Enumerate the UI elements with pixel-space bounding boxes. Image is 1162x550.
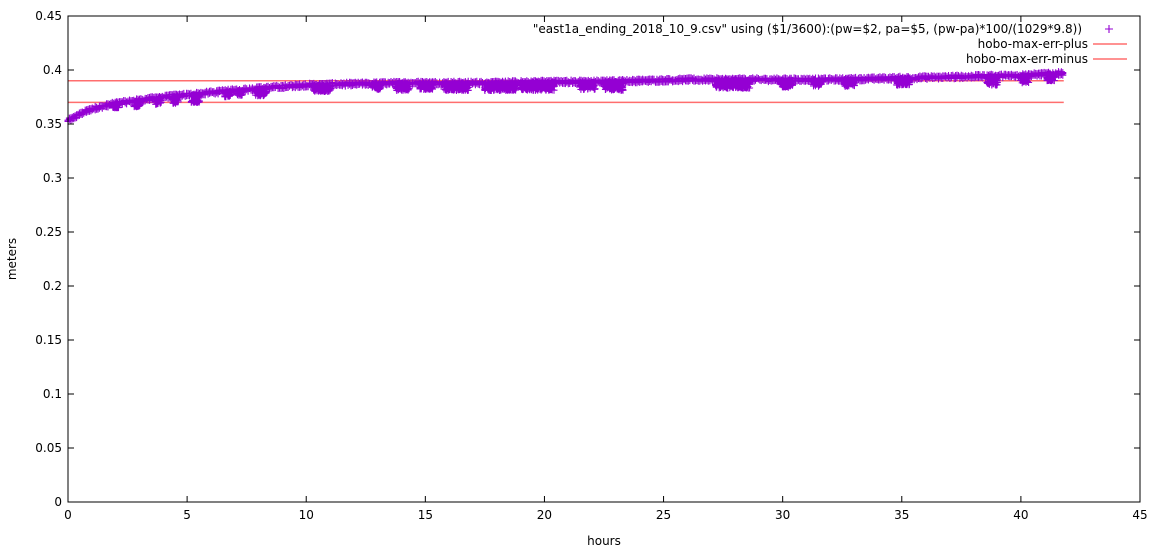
data-points <box>64 68 1067 125</box>
data-points-dip-7 <box>252 84 270 100</box>
y-axis-label: meters <box>5 238 19 280</box>
x-tick-label: 45 <box>1132 508 1147 522</box>
y-tick-label: 0.35 <box>35 117 62 131</box>
x-tick-label: 5 <box>183 508 191 522</box>
y-tick-label: 0.1 <box>43 387 62 401</box>
data-points-dip-16 <box>600 77 627 94</box>
data-points-dip-2 <box>152 93 165 108</box>
x-tick-label: 25 <box>656 508 671 522</box>
data-points-dip-6 <box>233 86 246 99</box>
data-points-dip-5 <box>221 87 235 101</box>
data-points-dip-12 <box>440 79 473 94</box>
x-tick-label: 0 <box>64 508 72 522</box>
x-tick-label: 20 <box>537 508 552 522</box>
x-tick-label: 15 <box>418 508 433 522</box>
series-layer <box>64 68 1067 125</box>
data-points-dip-17 <box>712 76 754 92</box>
x-tick-label: 10 <box>299 508 314 522</box>
data-points-dip-24 <box>1043 70 1058 85</box>
legend-label-err-plus: hobo-max-err-plus <box>978 37 1088 51</box>
y-tick-label: 0.25 <box>35 225 62 239</box>
data-points-dip-22 <box>983 72 1002 89</box>
data-points-dip-18 <box>776 76 797 91</box>
y-tick-label: 0.45 <box>35 9 62 23</box>
data-points-dip-19 <box>810 76 825 90</box>
y-tick-label: 0.2 <box>43 279 62 293</box>
data-points-dip-0 <box>109 99 122 112</box>
axis-ticks: 0 5 10 15 20 25 30 35 40 45 0 0.05 0.1 0.15 0.2 0.25 0.3… <box>35 9 1147 522</box>
data-points-trend <box>64 68 1067 125</box>
data-points-dip-15 <box>576 78 599 93</box>
legend-label-data-series: "east1a_ending_2018_10_9.csv" using ($1/… <box>533 22 1082 36</box>
y-tick-label: 0 <box>54 495 62 509</box>
data-points-dip-10 <box>392 79 413 94</box>
data-points-dip-3 <box>168 92 182 107</box>
data-points-dip-11 <box>416 79 437 93</box>
plot-frame <box>67 15 1141 503</box>
x-tick-label: 35 <box>894 508 909 522</box>
x-tick-label: 40 <box>1013 508 1028 522</box>
data-points-dip-21 <box>892 74 913 89</box>
data-points-dip-1 <box>130 97 144 111</box>
y-tick-label: 0.05 <box>35 441 62 455</box>
data-points-dip-20 <box>840 75 859 90</box>
legend-marker-data-series <box>1105 25 1113 33</box>
data-points-dip-23 <box>1017 71 1033 87</box>
x-axis-label: hours <box>587 534 621 548</box>
y-tick-label: 0.4 <box>43 63 62 77</box>
legend-label-err-minus: hobo-max-err-minus <box>966 52 1088 66</box>
data-points-dip-13 <box>480 79 520 94</box>
data-points-dip-14 <box>516 78 558 94</box>
data-points-dip-8 <box>310 81 334 95</box>
data-points-dip-9 <box>368 80 385 93</box>
y-tick-label: 0.3 <box>43 171 62 185</box>
x-tick-label: 30 <box>775 508 790 522</box>
y-tick-label: 0.15 <box>35 333 62 347</box>
data-points-dip-4 <box>187 91 203 106</box>
legend: "east1a_ending_2018_10_9.csv" using ($1/… <box>533 22 1127 66</box>
